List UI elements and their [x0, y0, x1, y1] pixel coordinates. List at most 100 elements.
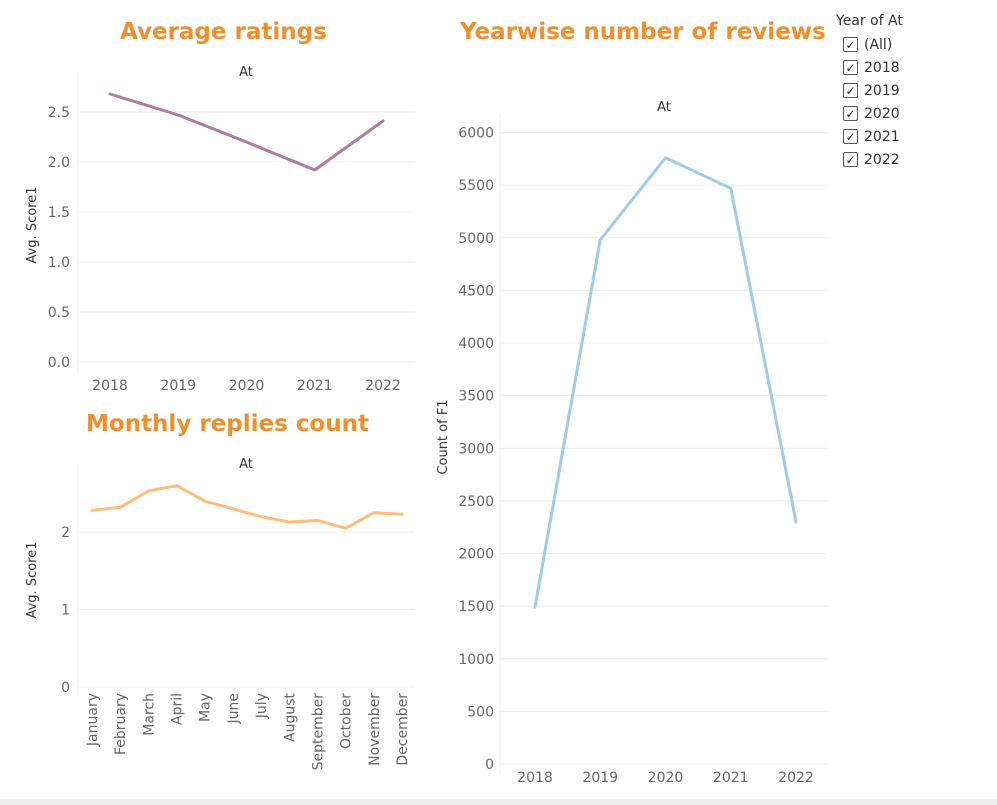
- average-ratings-title: Average ratings: [120, 19, 327, 45]
- year-filter-label: (All): [864, 36, 893, 53]
- avg-y-tick-label: 2.5: [48, 105, 70, 121]
- yearwise-y-tick-label: 5500: [458, 178, 494, 194]
- yearwise-x-tick-label: 2021: [713, 770, 749, 786]
- year-filter-title: Year of At: [836, 13, 903, 29]
- year-filter-label: 2020: [864, 105, 900, 122]
- yearwise-data-point[interactable]: [792, 518, 800, 526]
- avg-y-tick-label: 2.0: [48, 155, 70, 171]
- yearwise-y-axis-title: Count of F1: [436, 399, 451, 474]
- yearwise-y-tick-label: 500: [467, 704, 494, 720]
- yearwise-y-tick-label: 2000: [458, 547, 494, 563]
- yearwise-data-point[interactable]: [531, 603, 539, 611]
- avg-column-header: At: [239, 65, 253, 80]
- yearwise-x-tick-label: 2022: [778, 770, 814, 786]
- avg-data-point[interactable]: [174, 111, 182, 119]
- yearwise-series-line[interactable]: [533, 156, 798, 609]
- monthly-x-tick-label: May: [198, 693, 214, 722]
- yearwise-y-tick-label: 1500: [458, 599, 494, 615]
- monthly-x-tick-label: April: [170, 693, 186, 725]
- monthly-data-point[interactable]: [88, 506, 96, 514]
- avg-x-tick-label: 2018: [92, 378, 128, 394]
- checkbox-icon[interactable]: ✓: [843, 152, 858, 167]
- yearwise-x-tick-label: 2019: [582, 770, 618, 786]
- checkbox-icon[interactable]: ✓: [843, 37, 858, 52]
- avg-chart: At 0.0 0.5 1.0 1.5 2.0 2.5 Avg. Score1 2018 2019 2…: [25, 65, 415, 394]
- avg-x-tick-label: 2022: [365, 378, 401, 394]
- year-filter-item[interactable]: ✓ (All): [836, 33, 903, 56]
- monthly-data-point[interactable]: [370, 509, 378, 517]
- monthly-x-tick-label: July: [254, 693, 270, 719]
- yearwise-data-point[interactable]: [662, 154, 670, 162]
- year-filter-item[interactable]: ✓ 2022: [836, 148, 903, 171]
- checkbox-icon[interactable]: ✓: [843, 106, 858, 121]
- yearwise-x-tick-label: 2020: [648, 770, 684, 786]
- yearwise-chart: At 0 500 1000 1500 2000 2500 3000 3500 4000 4500 50…: [436, 100, 828, 786]
- monthly-data-point[interactable]: [342, 524, 350, 532]
- avg-x-tick-label: 2019: [160, 378, 196, 394]
- avg-y-tick-label: 1.0: [48, 255, 70, 271]
- avg-data-point[interactable]: [379, 117, 387, 125]
- yearwise-y-tick-label: 1000: [458, 652, 494, 668]
- avg-y-tick-label: 1.5: [48, 205, 70, 221]
- yearwise-data-point[interactable]: [596, 236, 604, 244]
- year-filter-item[interactable]: ✓ 2019: [836, 79, 903, 102]
- monthly-chart: At 0 1 2 Avg. Score1 January February March Apri…: [25, 457, 415, 770]
- yearwise-column-header: At: [657, 100, 671, 115]
- monthly-x-tick-label: August: [282, 692, 298, 742]
- year-filter-item[interactable]: ✓ 2020: [836, 102, 903, 125]
- monthly-replies-title: Monthly replies count: [86, 411, 369, 437]
- avg-x-tick-label: 2020: [229, 378, 265, 394]
- avg-y-tick-label: 0.0: [48, 355, 70, 371]
- checkbox-icon[interactable]: ✓: [843, 60, 858, 75]
- monthly-data-point[interactable]: [116, 503, 124, 511]
- yearwise-x-tick-label: 2018: [517, 770, 553, 786]
- monthly-data-point[interactable]: [229, 505, 237, 513]
- year-filter-item[interactable]: ✓ 2021: [836, 125, 903, 148]
- year-filter-label: 2021: [864, 128, 900, 145]
- monthly-x-tick-label: September: [310, 693, 326, 771]
- yearwise-y-tick-label: 6000: [458, 126, 494, 142]
- avg-data-point[interactable]: [106, 90, 114, 98]
- monthly-y-tick-label: 0: [61, 680, 70, 696]
- avg-x-tick-label: 2021: [297, 378, 333, 394]
- monthly-data-point[interactable]: [173, 482, 181, 490]
- monthly-y-tick-label: 2: [61, 525, 70, 541]
- avg-series-line[interactable]: [108, 92, 385, 172]
- monthly-data-point[interactable]: [313, 516, 321, 524]
- yearwise-y-tick-label: 5000: [458, 231, 494, 247]
- monthly-x-tick-label: December: [395, 693, 411, 766]
- yearwise-y-tick-label: 2500: [458, 494, 494, 510]
- monthly-y-tick-label: 1: [61, 603, 70, 619]
- checkbox-icon[interactable]: ✓: [843, 83, 858, 98]
- monthly-data-point[interactable]: [398, 510, 406, 518]
- monthly-x-tick-label: November: [367, 693, 383, 766]
- checkbox-icon[interactable]: ✓: [843, 129, 858, 144]
- monthly-data-point[interactable]: [201, 497, 209, 505]
- monthly-data-point[interactable]: [257, 513, 265, 521]
- avg-y-axis-title: Avg. Score1: [25, 186, 40, 263]
- monthly-series-line[interactable]: [90, 484, 404, 530]
- monthly-data-point[interactable]: [285, 518, 293, 526]
- year-filter-item[interactable]: ✓ 2018: [836, 56, 903, 79]
- year-filter-label: 2019: [864, 82, 900, 99]
- yearwise-reviews-title: Yearwise number of reviews: [460, 19, 826, 45]
- yearwise-y-tick-label: 3000: [458, 441, 494, 457]
- yearwise-y-tick-label: 0: [485, 757, 494, 773]
- monthly-data-point[interactable]: [144, 487, 152, 495]
- year-filter-list: ✓ (All) ✓ 2018 ✓ 2019 ✓ 2020 ✓ 2021 ✓ 2022: [836, 33, 903, 171]
- yearwise-y-tick-label: 4000: [458, 336, 494, 352]
- avg-data-point[interactable]: [311, 166, 319, 174]
- monthly-x-tick-label: June: [226, 693, 242, 725]
- year-filter-label: 2018: [864, 59, 900, 76]
- yearwise-y-tick-label: 4500: [458, 283, 494, 299]
- monthly-column-header: At: [239, 457, 253, 472]
- monthly-x-tick-label: January: [85, 693, 101, 747]
- avg-y-tick-label: 0.5: [48, 305, 70, 321]
- avg-data-point[interactable]: [243, 138, 251, 146]
- monthly-x-tick-label: March: [141, 693, 157, 736]
- year-filter: Year of At ✓ (All) ✓ 2018 ✓ 2019 ✓ 2020 ✓ 2021 ✓ 20…: [836, 13, 903, 171]
- year-filter-label: 2022: [864, 151, 900, 168]
- monthly-x-tick-label: October: [339, 693, 355, 749]
- yearwise-data-point[interactable]: [727, 184, 735, 192]
